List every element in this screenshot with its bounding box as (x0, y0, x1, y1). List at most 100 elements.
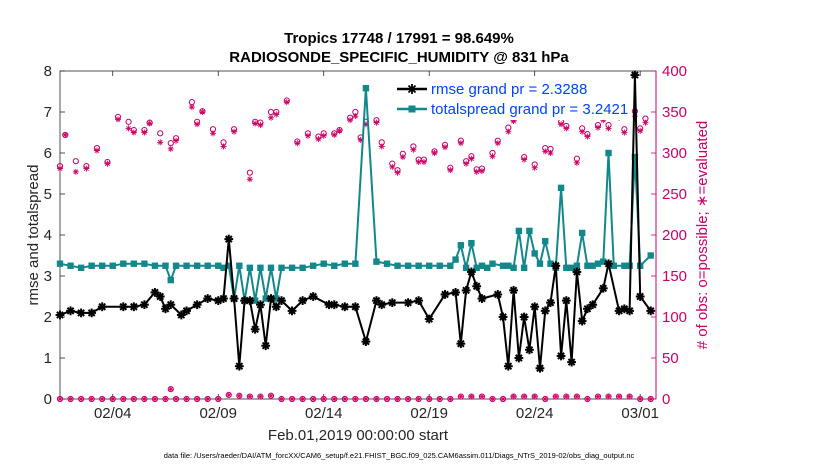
rmse-point (556, 351, 566, 361)
totalspread-point (215, 262, 222, 269)
totalspread-point (383, 260, 391, 267)
rmse-point (567, 357, 577, 367)
obs-possible-point (194, 395, 201, 403)
obs-evaluated-point (489, 153, 496, 160)
rmse-point (577, 316, 587, 326)
rmse-point (372, 296, 381, 305)
obs-evaluated-point (231, 128, 238, 135)
totalspread-point (515, 227, 523, 235)
obs-possible-point (573, 393, 580, 400)
series-layer (55, 70, 656, 403)
totalspread-point (531, 250, 538, 257)
obs-evaluated-point (378, 143, 385, 150)
totalspread-point (568, 264, 575, 271)
obs-evaluated-point (99, 396, 105, 402)
legend-rmse-marker (407, 84, 417, 94)
obs-evaluated-point (146, 120, 153, 127)
legend-spread-marker (408, 105, 416, 113)
obs-possible-point (447, 395, 454, 403)
obs-evaluated-point (563, 394, 569, 399)
totalspread-point (56, 260, 64, 267)
x-tick-label: 02/19 (410, 405, 448, 422)
obs-evaluated-point (494, 140, 501, 147)
obs-possible-point (352, 395, 359, 403)
rmse-point (97, 302, 107, 312)
obs-evaluated-point (57, 165, 63, 172)
obs-evaluated-point (110, 396, 116, 402)
obs-evaluated-point (442, 144, 449, 151)
obs-possible-point (552, 393, 559, 400)
legend-box (394, 80, 624, 120)
x-axis-label: Feb.01,2019 00:00:00 start (268, 427, 449, 444)
totalspread-point (109, 262, 116, 269)
obs-possible-point (394, 395, 401, 403)
x-tick-label: 02/14 (305, 405, 343, 422)
obs-evaluated-point (194, 121, 201, 128)
obs-evaluated-point (258, 394, 263, 399)
obs-evaluated-point (78, 396, 84, 402)
obs-evaluated-point (320, 132, 327, 139)
obs-evaluated-point (347, 117, 354, 124)
rmse-point (424, 314, 434, 324)
obs-evaluated-point (173, 137, 180, 144)
totalspread-point (647, 252, 654, 259)
y-left-tick-label: 4 (44, 227, 52, 244)
obs-evaluated-point (130, 129, 137, 136)
obs-evaluated-point (167, 145, 174, 152)
totalspread-point (320, 260, 327, 267)
rmse-point (503, 361, 513, 371)
obs-evaluated-point (173, 396, 179, 402)
rmse-point (451, 288, 460, 297)
totalspread-point (67, 262, 74, 269)
obs-possible-point (341, 395, 348, 403)
obs-evaluated-point (563, 125, 570, 132)
rmse-point (277, 296, 286, 305)
obs-evaluated-point (352, 396, 358, 402)
obs-evaluated-point (648, 396, 654, 402)
rmse-point (150, 288, 160, 297)
totalspread-point (621, 262, 628, 269)
totalspread-point (394, 262, 401, 269)
y-right-tick-label: 0 (662, 391, 670, 408)
totalspread-point (542, 237, 549, 245)
y-right-tick-label: 400 (662, 63, 687, 80)
rmse-point (456, 339, 466, 349)
totalspread-point (478, 262, 486, 269)
rmse-point (203, 294, 213, 303)
obs-evaluated-point (521, 156, 528, 163)
rmse-point (551, 261, 561, 271)
obs-evaluated-point (62, 131, 69, 138)
obs-evaluated-point (331, 396, 337, 402)
rmse-point (155, 292, 165, 301)
obs-evaluated-point (268, 393, 274, 399)
totalspread-point (468, 240, 475, 247)
y-left-tick-label: 8 (44, 63, 52, 80)
rmse-point (192, 300, 202, 310)
obs-possible-point (615, 393, 623, 400)
obs-possible-point (510, 393, 517, 400)
rmse-point (234, 361, 244, 371)
rmse-point (498, 312, 508, 322)
obs-evaluated-point (363, 396, 369, 402)
obs-possible-point (246, 169, 253, 176)
obs-possible-point (167, 140, 174, 147)
obs-evaluated-point (373, 119, 380, 126)
obs-evaluated-point (336, 127, 343, 134)
obs-possible-point (310, 395, 317, 403)
rmse-point (535, 363, 545, 373)
x-tick-label: 02/09 (199, 405, 237, 422)
totalspread-point (183, 262, 190, 269)
obs-possible-point (288, 395, 296, 403)
obs-evaluated-point (410, 146, 417, 153)
totalspread-point (573, 262, 581, 269)
totalspread-point (251, 297, 259, 304)
obs-evaluated-point (395, 396, 400, 402)
totalspread-point (130, 260, 138, 267)
obs-evaluated-point (315, 136, 322, 143)
obs-evaluated-point (621, 129, 628, 136)
totalspread-point (341, 260, 349, 267)
obs-evaluated-point (642, 119, 649, 126)
rmse-point (414, 296, 424, 305)
obs-possible-point (373, 395, 380, 403)
obs-evaluated-point (437, 396, 443, 402)
